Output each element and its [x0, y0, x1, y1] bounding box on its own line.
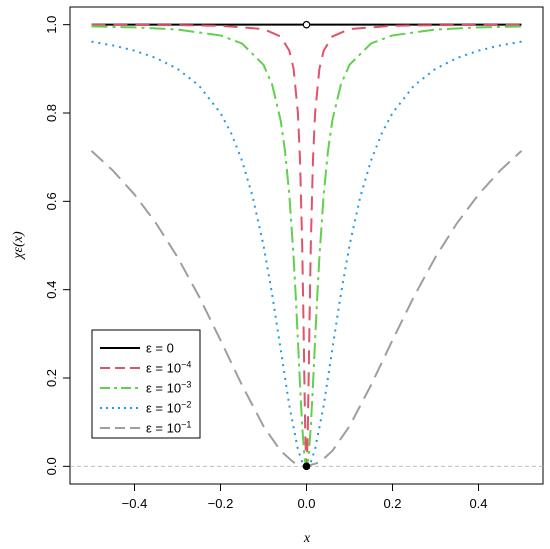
x-tick-label: 0.0	[297, 496, 315, 511]
point-marker-1	[302, 462, 311, 471]
y-tick-label: 0.0	[44, 457, 59, 475]
legend-label-4: ε = 10−1	[146, 420, 191, 436]
legend-label-2: ε = 10−3	[146, 380, 191, 396]
x-axis: −0.4 −0.2 0.0 0.2 0.4	[122, 483, 488, 511]
y-tick-label: 0.8	[44, 104, 59, 122]
legend: ε = 0 ε = 10−4 ε = 10−3 ε = 10−2 ε = 10−1	[91, 329, 201, 439]
y-axis: 0.0 0.2 0.4 0.6 0.8 1.0	[44, 16, 71, 475]
x-tick-label: −0.4	[122, 496, 148, 511]
legend-label-0: ε = 0	[146, 341, 174, 356]
x-tick-label: −0.2	[208, 496, 234, 511]
y-tick-label: 0.2	[44, 369, 59, 387]
legend-label-3: ε = 10−2	[146, 400, 191, 416]
y-tick-label: 1.0	[44, 16, 59, 34]
legend-label-1: ε = 10−4	[146, 360, 191, 376]
x-tick-label: 0.2	[383, 496, 401, 511]
marker-layer	[302, 20, 311, 471]
point-marker-0	[302, 20, 311, 29]
y-tick-label: 0.4	[44, 281, 59, 299]
x-axis-title: x	[303, 531, 311, 546]
y-tick-label: 0.6	[44, 192, 59, 210]
x-tick-label: 0.4	[469, 496, 487, 511]
y-axis-title: χε(x)	[11, 231, 26, 261]
